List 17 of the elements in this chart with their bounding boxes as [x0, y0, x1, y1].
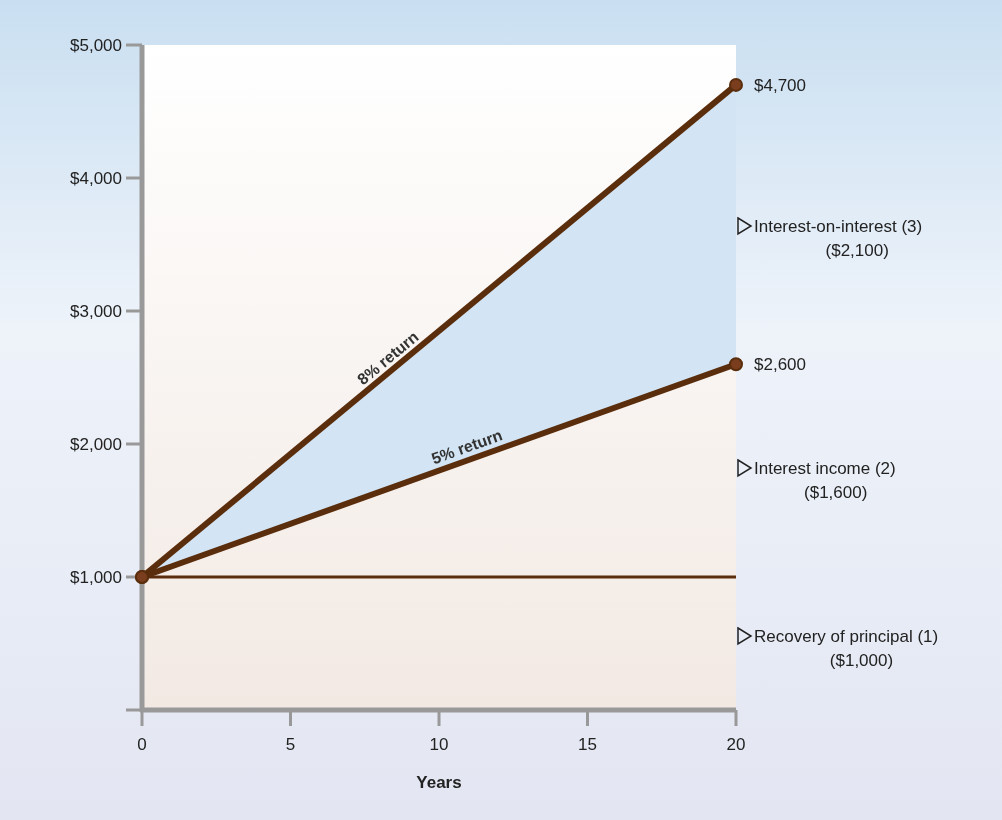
- annotation: $4,700: [754, 75, 806, 95]
- x-tick-label: 15: [578, 735, 597, 754]
- x-axis-title: Years: [416, 773, 462, 792]
- x-tick-label: 0: [137, 735, 147, 754]
- annotation: $2,600: [754, 355, 806, 375]
- y-tick-label: $1,000: [70, 567, 122, 587]
- x-tick-label: 20: [726, 735, 746, 754]
- y-tick-label: $5,000: [70, 35, 122, 55]
- y-tick-label: $2,000: [70, 434, 122, 454]
- y-tick-label: $3,000: [70, 301, 122, 321]
- text: 5% return: [429, 426, 505, 468]
- x-tick-label: 5: [285, 735, 296, 754]
- text: Recovery of principal (1) ($1,000): [754, 626, 939, 670]
- text: Interest-on-interest (3) ($2,100): [754, 216, 923, 260]
- text: Interest income (2) ($1,600): [754, 458, 896, 502]
- y-tick-label: $4,000: [70, 168, 122, 188]
- x-tick-label: 10: [429, 735, 449, 754]
